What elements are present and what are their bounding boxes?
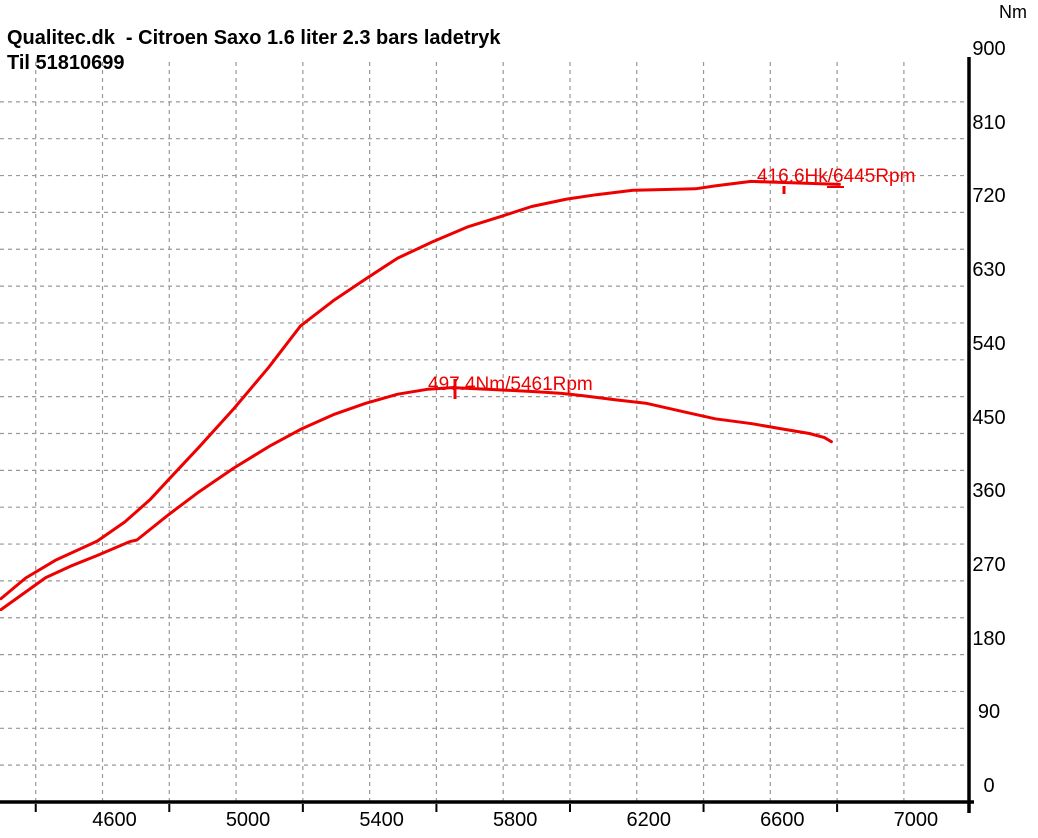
x-tick-label: 5000 [225, 809, 271, 831]
y-tick-label: 0 [983, 775, 995, 797]
chart-title: Qualitec.dk - Citroen Saxo 1.6 liter 2.3… [7, 26, 501, 76]
y-tick-label: 810 [972, 111, 1006, 134]
power-peak-annotation: 416.6Hk/6445Rpm [757, 166, 916, 187]
chart-title-line2: Til 51810699 [7, 52, 125, 74]
chart-title-line1: Qualitec.dk - Citroen Saxo 1.6 liter 2.3… [7, 27, 501, 49]
y-tick-label: 90 [977, 701, 1001, 724]
x-tick-label: 5800 [492, 809, 538, 831]
y-tick-label: 630 [972, 259, 1006, 282]
x-tick-label: 4600 [92, 809, 137, 831]
y-tick-label: 270 [972, 553, 1006, 576]
x-tick-label: 7000 [893, 809, 939, 831]
y-tick-label: 720 [972, 185, 1006, 208]
x-tick-label: 6200 [626, 809, 672, 831]
y-tick-label: 180 [972, 627, 1006, 650]
y-tick-label: 360 [972, 480, 1006, 503]
y-tick-label: 450 [972, 406, 1006, 429]
torque-peak-annotation: 497.4Nm/5461Rpm [428, 374, 593, 395]
y-tick-label: 540 [972, 332, 1006, 355]
torque-curve [0, 386, 833, 612]
x-tick-label: 6600 [760, 809, 805, 831]
power-curve [0, 179, 841, 601]
x-tick-label: 5400 [359, 809, 404, 831]
y-axis-unit-label: Nm [999, 2, 1027, 22]
y-tick-label: 900 [972, 38, 1006, 60]
